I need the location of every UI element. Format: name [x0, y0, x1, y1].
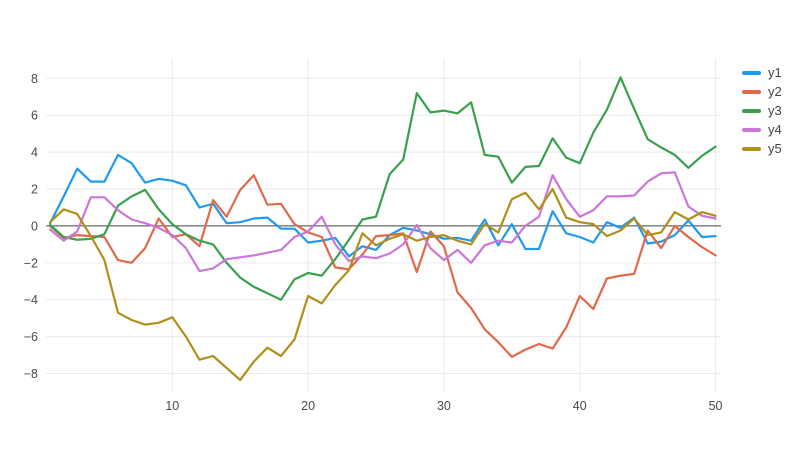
legend-swatch-y4: [742, 127, 761, 132]
x-tick-label: 10: [165, 399, 179, 413]
y-tick-label: 0: [31, 219, 38, 233]
y-tick-label: −2: [24, 256, 38, 270]
legend: y1 y2 y3 y4 y5: [742, 63, 782, 158]
legend-swatch-y2: [742, 89, 761, 94]
legend-label: y2: [768, 84, 782, 99]
y-tick-label: 2: [31, 183, 38, 197]
legend-swatch-y1: [742, 70, 761, 75]
series-line-y5: [48, 187, 717, 382]
y-tick-label: −6: [24, 330, 38, 344]
legend-item-y1[interactable]: y1: [742, 63, 782, 82]
series-line-y2: [48, 174, 717, 358]
series-line-y4: [48, 171, 717, 273]
y-tick-label: −4: [24, 293, 38, 307]
legend-label: y4: [768, 122, 782, 137]
legend-item-y4[interactable]: y4: [742, 120, 782, 139]
legend-item-y5[interactable]: y5: [742, 139, 782, 158]
x-tick-label: 30: [437, 399, 451, 413]
y-tick-label: −8: [24, 367, 38, 381]
y-tick-label: 6: [31, 109, 38, 123]
legend-swatch-y5: [742, 146, 761, 151]
x-tick-label: 40: [573, 399, 587, 413]
series-line-y3: [48, 76, 717, 301]
x-tick-label: 50: [709, 399, 723, 413]
x-tick-label: 20: [301, 399, 315, 413]
legend-label: y3: [768, 103, 782, 118]
legend-label: y5: [768, 141, 782, 156]
y-tick-label: 8: [31, 72, 38, 86]
legend-item-y2[interactable]: y2: [742, 82, 782, 101]
y-tick-label: 4: [31, 146, 38, 160]
legend-item-y3[interactable]: y3: [742, 101, 782, 120]
legend-swatch-y3: [742, 108, 761, 113]
legend-label: y1: [768, 65, 782, 80]
